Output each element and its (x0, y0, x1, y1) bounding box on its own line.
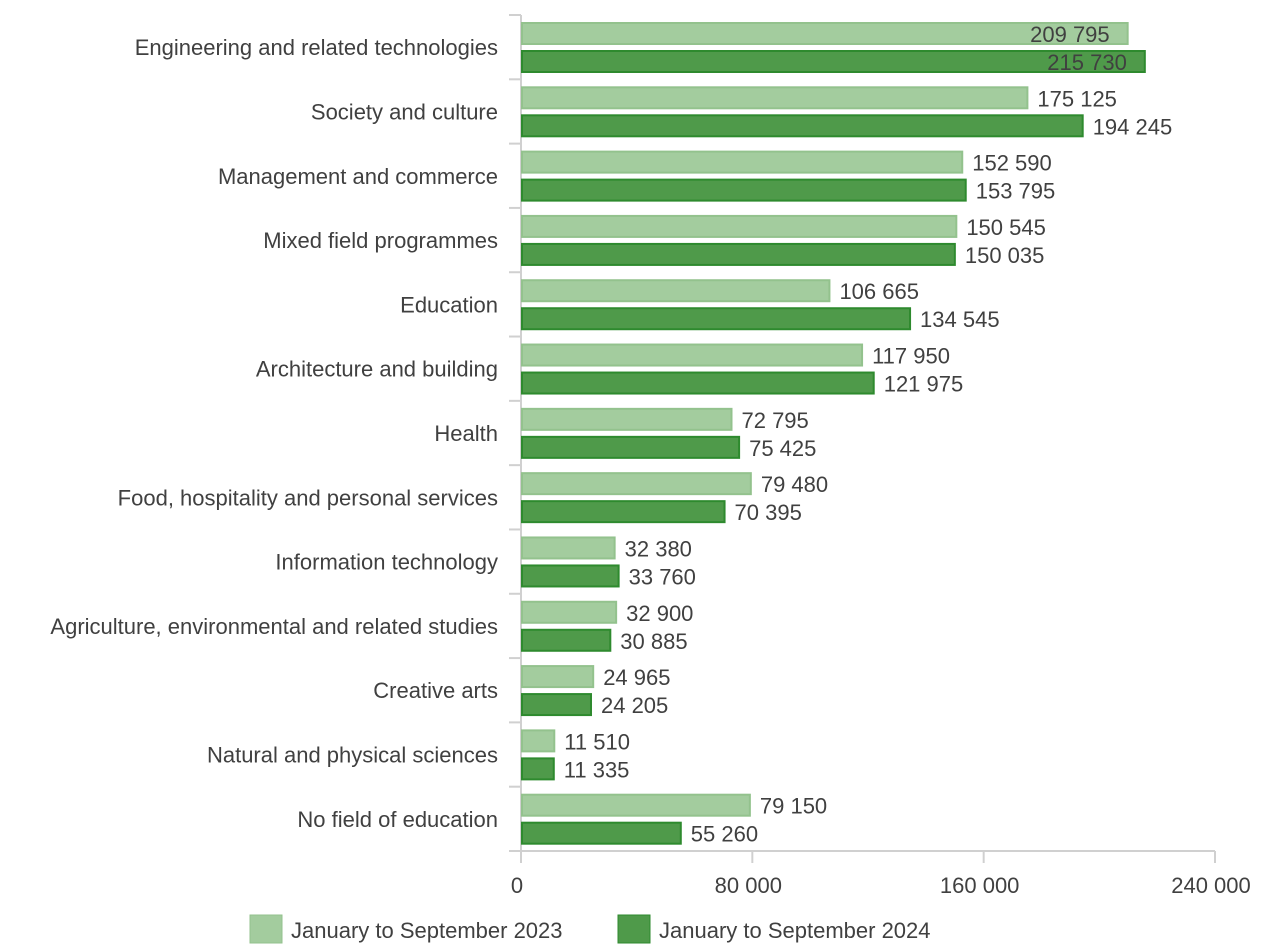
data-label: 152 590 (972, 151, 1052, 176)
category-label: Mixed field programmes (263, 228, 498, 253)
bar (521, 242, 956, 266)
data-label: 134 545 (920, 307, 1000, 332)
data-label: 75 425 (749, 436, 816, 461)
labels-layer: Engineering and related technologies 209 … (50, 22, 1172, 847)
bar (521, 279, 831, 303)
data-label: 150 035 (965, 243, 1045, 268)
bar (521, 793, 751, 817)
bars-layer (521, 22, 1146, 845)
category-label: Creative arts (373, 678, 498, 703)
x-tick-label: 0 (511, 873, 523, 898)
data-label: 24 965 (603, 665, 670, 690)
bar (521, 343, 864, 367)
bar (521, 564, 620, 588)
data-label: 153 795 (976, 179, 1056, 204)
bar (521, 307, 912, 331)
bar (521, 757, 555, 781)
category-label: Management and commerce (218, 164, 498, 189)
data-label: 32 900 (626, 601, 693, 626)
category-label: Food, hospitality and personal services (118, 485, 498, 510)
category-label: Engineering and related technologies (135, 35, 498, 60)
legend-label: January to September 2023 (291, 918, 563, 943)
category-label: Information technology (275, 550, 498, 575)
category-label: Agriculture, environmental and related s… (50, 614, 498, 639)
data-label: 194 245 (1093, 114, 1173, 139)
bar (521, 114, 1084, 138)
data-label: 215 730 (1047, 50, 1127, 75)
category-label: Architecture and building (256, 357, 498, 382)
data-label: 33 760 (629, 564, 696, 589)
data-label: 30 885 (620, 629, 687, 654)
data-label: 175 125 (1037, 86, 1117, 111)
bar (521, 729, 556, 753)
bar (521, 22, 1129, 45)
category-label: Health (434, 421, 498, 446)
data-label: 70 395 (735, 500, 802, 525)
bar (521, 407, 733, 431)
data-label: 117 950 (872, 344, 950, 369)
x-tick-label: 80 000 (715, 873, 782, 898)
data-label: 79 150 (760, 794, 827, 819)
legend-swatch (617, 914, 651, 944)
bar (521, 628, 612, 652)
data-label: 11 335 (564, 757, 630, 782)
data-label: 106 665 (839, 279, 919, 304)
data-label: 79 480 (761, 472, 828, 497)
data-label: 55 260 (691, 822, 758, 847)
category-label: Society and culture (311, 99, 498, 124)
x-tick-label: 160 000 (940, 873, 1020, 898)
bar (521, 472, 752, 496)
legend-label: January to September 2024 (659, 918, 931, 943)
data-label: 121 975 (884, 372, 964, 397)
category-label: No field of education (297, 807, 498, 832)
data-label: 11 510 (564, 729, 630, 754)
bar (521, 86, 1029, 110)
category-label: Natural and physical sciences (207, 743, 498, 768)
category-label: Education (400, 292, 498, 317)
axis-layer: 0 80 000 160 000 240 000 (509, 14, 1251, 898)
legend-swatch (249, 914, 283, 944)
data-label: 32 380 (625, 536, 692, 561)
bar (521, 665, 595, 689)
bar (521, 500, 726, 524)
bar (521, 821, 682, 845)
bar (521, 435, 741, 459)
bar (521, 150, 964, 174)
data-label: 150 545 (966, 215, 1046, 240)
data-label: 24 205 (601, 693, 668, 718)
x-tick-label: 240 000 (1171, 873, 1251, 898)
bar (521, 50, 1146, 73)
bar (521, 214, 958, 238)
bar (521, 600, 618, 624)
bar (521, 178, 967, 202)
bar (521, 536, 616, 560)
data-label: 209 795 (1030, 22, 1110, 47)
data-label: 72 795 (741, 408, 808, 433)
legend: January to September 2023 January to Sept… (249, 914, 931, 944)
bar (521, 371, 875, 395)
bar (521, 693, 592, 717)
